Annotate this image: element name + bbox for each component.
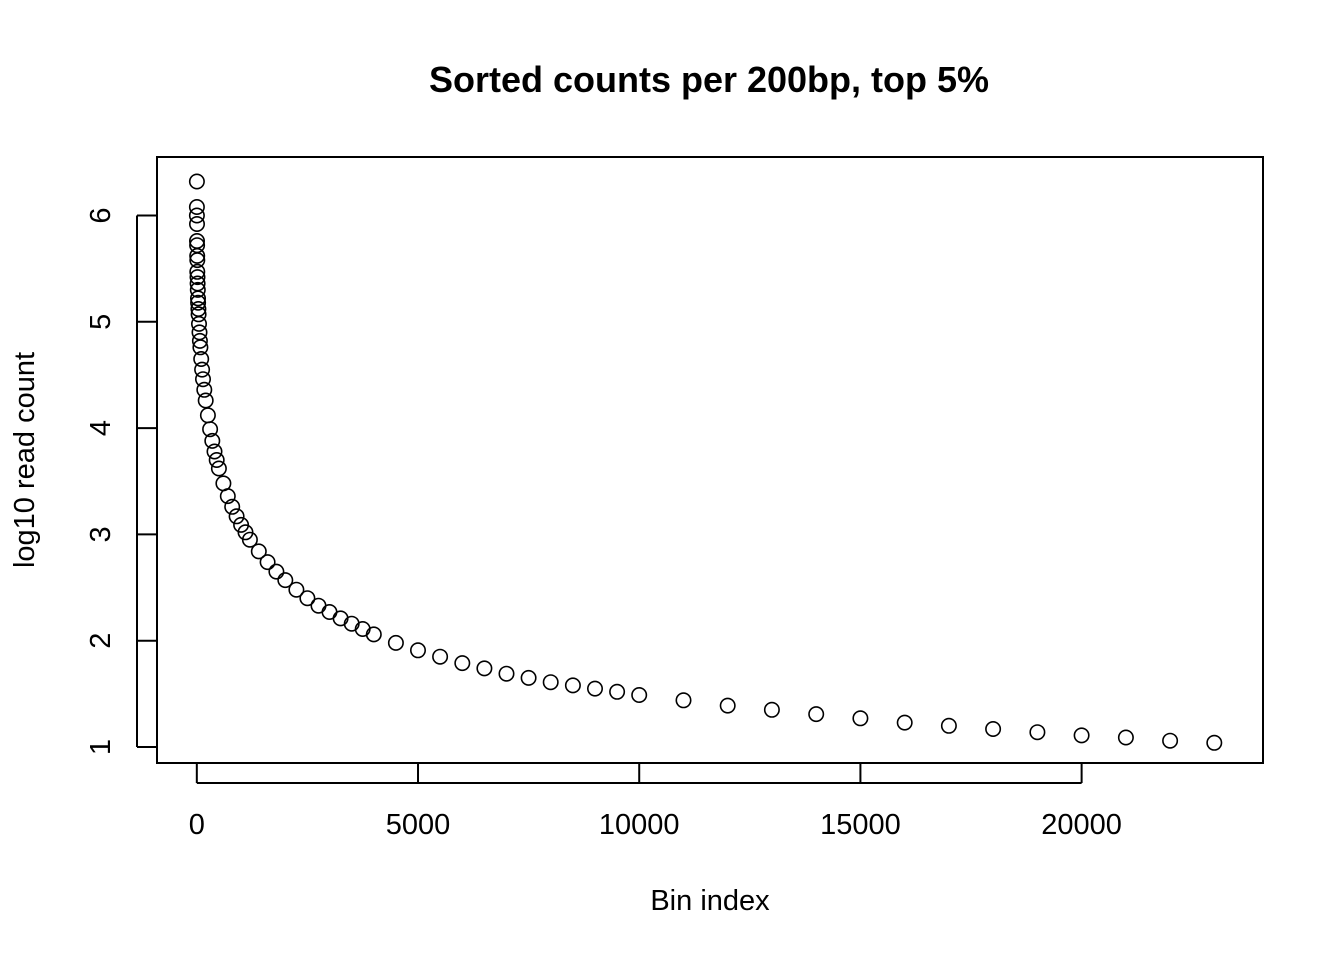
data-point: [241, 531, 258, 548]
data-point: [224, 498, 241, 515]
data-point: [268, 563, 285, 580]
data-point: [586, 680, 603, 697]
data-point: [896, 714, 913, 731]
data-point: [520, 669, 537, 686]
y-tick-label: 2: [85, 633, 117, 649]
x-axis-label: Bin index: [650, 885, 770, 917]
x-tick-label: 20000: [1041, 809, 1122, 841]
data-point: [763, 701, 780, 718]
y-axis-label: log10 read count: [9, 352, 41, 568]
plot-frame: [156, 156, 1264, 764]
data-point: [1162, 732, 1179, 749]
data-point: [190, 290, 207, 307]
data-point: [1206, 734, 1223, 751]
data-point: [808, 706, 825, 723]
data-point: [228, 508, 245, 525]
data-point: [189, 216, 206, 233]
data-point: [476, 660, 493, 677]
data-point: [189, 247, 206, 264]
data-point: [208, 451, 225, 468]
data-point: [189, 263, 206, 280]
data-point: [189, 252, 206, 269]
data-point: [564, 677, 581, 694]
y-tick-label: 5: [85, 314, 117, 330]
x-axis: 0 5000 10000 15000 20000: [189, 763, 1122, 841]
data-point: [189, 281, 206, 298]
data-point: [432, 648, 449, 665]
y-tick-label: 6: [85, 207, 117, 223]
data-point: [189, 269, 206, 286]
data-point: [190, 306, 207, 323]
data-point: [542, 674, 559, 691]
chart-title: Sorted counts per 200bp, top 5%: [429, 59, 989, 100]
data-point: [940, 717, 957, 734]
data-point: [191, 332, 208, 349]
data-point: [193, 350, 210, 367]
data-point: [196, 381, 213, 398]
data-point: [250, 543, 267, 560]
data-point: [210, 460, 227, 477]
data-point: [409, 642, 426, 659]
x-tick-label: 5000: [386, 809, 451, 841]
data-point: [219, 488, 236, 505]
data-point: [288, 581, 305, 598]
x-tick-label: 0: [189, 809, 205, 841]
data-point: [852, 710, 869, 727]
data-point: [202, 421, 219, 438]
data-point: [387, 634, 404, 651]
x-tick-label: 10000: [599, 809, 680, 841]
data-point: [190, 294, 207, 311]
data-point: [1029, 724, 1046, 741]
data-point: [719, 697, 736, 714]
y-tick-label: 1: [85, 739, 117, 755]
data-point: [195, 371, 212, 388]
data-point: [206, 443, 223, 460]
data-points: [188, 173, 1223, 751]
data-point: [675, 692, 692, 709]
y-axis: 1 2 3 4 5 6: [85, 207, 157, 755]
data-point: [365, 626, 382, 643]
data-point: [259, 554, 276, 571]
data-point: [192, 339, 209, 356]
data-point: [194, 361, 211, 378]
data-point: [191, 315, 208, 332]
data-point: [985, 720, 1002, 737]
y-tick-label: 3: [85, 526, 117, 542]
data-point: [609, 683, 626, 700]
data-point: [204, 432, 221, 449]
data-point: [1073, 727, 1090, 744]
y-tick-label: 4: [85, 420, 117, 436]
data-point: [277, 572, 294, 589]
data-point: [1117, 729, 1134, 746]
data-point: [454, 655, 471, 672]
x-tick-label: 15000: [820, 809, 901, 841]
data-point: [498, 665, 515, 682]
data-point: [631, 686, 648, 703]
data-point: [188, 207, 205, 224]
data-point: [299, 590, 316, 607]
data-point: [188, 173, 205, 190]
data-point: [188, 199, 205, 216]
